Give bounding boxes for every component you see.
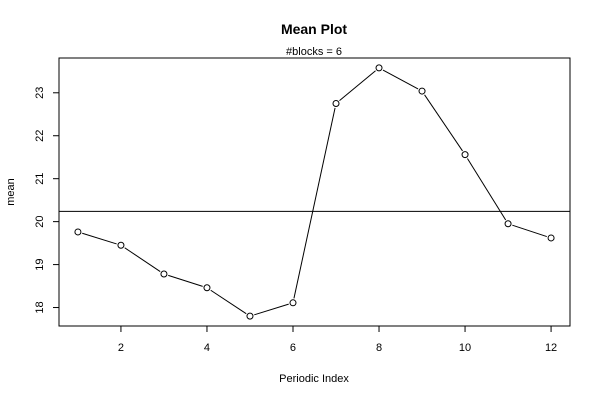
data-point bbox=[332, 100, 340, 108]
y-tick-label: 21 bbox=[34, 173, 46, 185]
x-axis-label: Periodic Index bbox=[279, 373, 349, 385]
data-point bbox=[117, 241, 125, 249]
x-tick-label: 8 bbox=[376, 342, 382, 354]
y-axis: 18 19 20 21 22 23 bbox=[34, 87, 60, 314]
y-tick-label: 18 bbox=[34, 301, 46, 313]
data-point bbox=[203, 284, 211, 292]
series-segment bbox=[293, 107, 336, 299]
series-segment bbox=[82, 232, 117, 245]
x-tick-label: 6 bbox=[290, 342, 296, 354]
series-segment bbox=[124, 247, 161, 272]
series-segment bbox=[254, 303, 289, 316]
data-point bbox=[246, 312, 254, 320]
data-point bbox=[418, 87, 426, 95]
x-axis: 2 4 6 8 10 12 bbox=[118, 325, 557, 354]
data-point bbox=[74, 228, 82, 236]
data-point bbox=[160, 270, 168, 278]
y-axis-label: mean bbox=[5, 178, 17, 206]
series-layer bbox=[74, 64, 555, 320]
series-segment bbox=[424, 94, 463, 152]
y-tick-label: 19 bbox=[34, 258, 46, 270]
x-tick-label: 4 bbox=[204, 342, 210, 354]
x-tick-label: 10 bbox=[459, 342, 471, 354]
data-point bbox=[289, 299, 297, 307]
y-tick-label: 22 bbox=[34, 130, 46, 142]
x-tick-label: 12 bbox=[545, 342, 557, 354]
data-point bbox=[547, 234, 555, 242]
series-segment bbox=[382, 69, 419, 90]
series-segment bbox=[168, 274, 203, 287]
series-segment bbox=[512, 224, 547, 238]
plot-frame bbox=[58, 57, 571, 327]
data-point bbox=[375, 64, 383, 72]
series-segment bbox=[210, 289, 247, 315]
y-tick-label: 23 bbox=[34, 87, 46, 99]
series-segment bbox=[466, 158, 507, 221]
x-tick-label: 2 bbox=[118, 342, 124, 354]
chart-title: Mean Plot bbox=[281, 21, 347, 37]
chart-subtitle: #blocks = 6 bbox=[286, 46, 342, 58]
data-point bbox=[504, 220, 512, 228]
y-tick-label: 20 bbox=[34, 216, 46, 228]
series-segment bbox=[339, 70, 376, 102]
data-point bbox=[461, 151, 469, 159]
